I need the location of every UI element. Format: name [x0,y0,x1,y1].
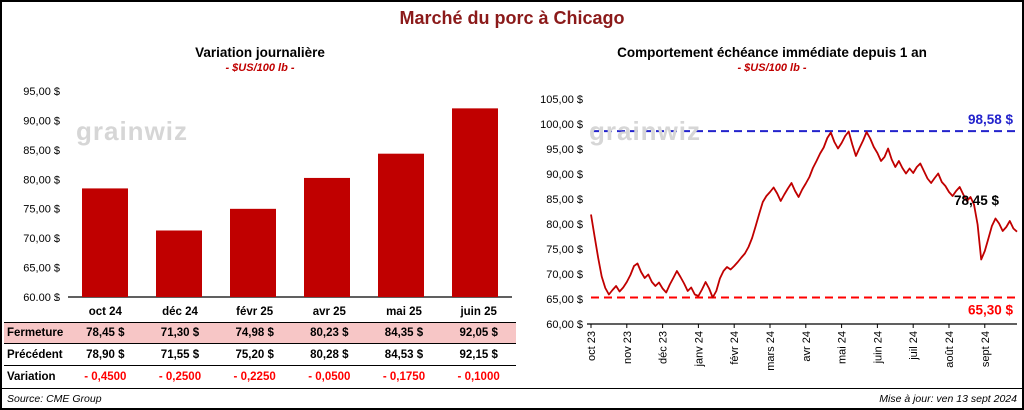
line-ytick-label: 60,00 $ [546,319,583,331]
category-label-5: juin 25 [460,305,497,318]
variation-value-0: - 0,4500 [68,366,143,389]
month-label-févr-24: févr 24 [729,331,741,365]
line-ytick-label: 105,00 $ [540,94,583,106]
line-chart-subtitle: - $US/100 lb - [737,62,807,74]
fermeture-row-label: Fermeture [4,322,68,344]
precedent-value-2: 75,20 $ [217,344,292,366]
precedent-value-0: 78,90 $ [68,344,143,366]
fermeture-value-2: 74,98 $ [217,322,292,344]
update-note: Mise à jour: ven 13 sept 2024 [879,392,1017,405]
resistance-label: 98,58 $ [968,112,1014,127]
last-close-label: 78,45 $ [954,193,1000,208]
bar-déc-24 [156,230,202,297]
month-label-nov-23: nov 23 [622,331,634,364]
month-label-mars-24: mars 24 [765,331,777,371]
variation-value-4: - 0,1750 [366,366,442,389]
bar-ytick-label: 95,00 $ [23,86,60,98]
bar-févr-25 [230,208,276,297]
variation-value-2: - 0,2250 [217,366,292,389]
category-label-4: mai 25 [386,305,422,318]
line-ytick-label: 85,00 $ [546,194,583,206]
fermeture-value-0: 78,45 $ [68,322,143,344]
bar-ytick-label: 85,00 $ [23,145,60,157]
month-label-déc-23: déc 23 [658,331,670,364]
bar-chart-subtitle: - $US/100 lb - [225,62,295,74]
category-label-3: avr 25 [312,305,346,318]
support-label: 65,30 $ [968,303,1014,318]
bar-ytick-label: 70,00 $ [23,233,60,245]
month-label-mai-24: mai 24 [837,331,849,364]
bar-ytick-label: 60,00 $ [23,292,60,301]
line-ytick-label: 80,00 $ [546,219,583,231]
bar-juin-25 [452,108,498,297]
line-ytick-label: 65,00 $ [546,294,583,306]
bar-ytick-label: 80,00 $ [23,174,60,186]
line-chart: 60,00 $ 65,00 $ 70,00 $ 75,00 $ 80,00 $ 85,00… [540,94,1018,371]
precedent-value-5: 92,15 $ [441,344,516,366]
month-label-avr-24: avr 24 [801,331,813,362]
month-label-juin-24: juin 24 [872,331,884,364]
line-ytick-label: 90,00 $ [546,169,583,181]
fermeture-value-3: 80,23 $ [291,322,367,344]
month-label-oct-23: oct 23 [586,331,598,361]
month-label-janv-24: janv 24 [693,331,705,367]
precedent-value-3: 80,28 $ [291,344,367,366]
source-note: Source: CME Group [7,392,102,405]
line-ytick-label: 70,00 $ [546,269,583,281]
price-series [590,130,1018,299]
category-label-0: oct 24 [88,305,122,318]
variation-value-1: - 0,2500 [142,366,218,389]
price-table: oct 24 déc 24 févr 25 avr 25 mai 25 juin 25 Fe… [4,301,516,389]
bar-avr-25 [304,177,350,297]
bar-ytick-label: 65,00 $ [23,263,60,275]
variation-value-5: - 0,1000 [441,366,516,389]
line-ytick-label: 100,00 $ [540,119,583,131]
table-corner [4,301,68,322]
bar-mai-25 [378,153,424,297]
front-month-panel: Comportement échéance immédiate depuis 1… [521,36,1022,389]
daily-variation-panel: Variation journalière - $US/100 lb - gra… [4,36,516,389]
precedent-row-label: Précédent [4,344,68,366]
bar-chart-title: Variation journalière [195,45,325,60]
footer: Source: CME Group Mise à jour: ven 13 se… [2,388,1022,408]
line-ytick-label: 75,00 $ [546,244,583,256]
bar-oct-24 [82,188,128,297]
month-label-août-24: août 24 [944,331,956,368]
bar-ytick-label: 75,00 $ [23,204,60,216]
bar-ytick-label: 90,00 $ [23,115,60,127]
month-label-sept-24: sept 24 [980,331,992,367]
category-label-2: févr 25 [236,305,274,318]
fermeture-value-4: 84,35 $ [366,322,442,344]
page-title: Marché du porc à Chicago [399,8,625,28]
precedent-value-4: 84,53 $ [366,344,442,366]
bar-chart: 60,00 $ 65,00 $ 70,00 $ 75,00 $ 80,00 $ 85,00… [23,86,512,301]
fermeture-value-1: 71,30 $ [142,322,218,344]
line-ytick-label: 95,00 $ [546,144,583,156]
precedent-value-1: 71,55 $ [142,344,218,366]
category-label-1: déc 24 [162,305,198,318]
variation-value-3: - 0,0500 [291,366,367,389]
fermeture-value-5: 92,05 $ [441,322,516,344]
line-chart-title: Comportement échéance immédiate depuis 1… [617,45,927,60]
variation-row-label: Variation [4,366,68,389]
month-label-juil-24: juil 24 [908,331,920,361]
